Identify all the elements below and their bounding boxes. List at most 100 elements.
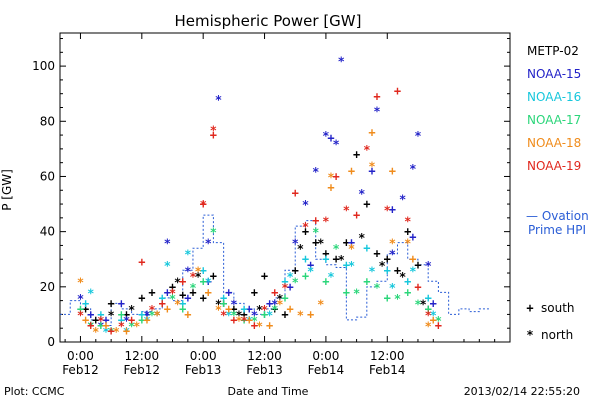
y-axis-label: P [GW] (0, 169, 14, 211)
noaa-16-north-point: * (225, 308, 232, 322)
noaa-18-south-point: + (143, 313, 150, 327)
metp-02-north-point: * (317, 237, 324, 251)
metp-02-south-point: + (343, 236, 350, 250)
noaa-15-north-point: * (143, 308, 150, 322)
noaa-15-north-point: * (333, 137, 340, 151)
noaa-18-north-point: * (389, 237, 396, 251)
noaa-16-south-point: + (281, 274, 288, 288)
noaa-17-north-point: * (353, 286, 360, 300)
x-tick-time-label: 0:00 (67, 349, 94, 363)
metp-02-south-point: + (230, 302, 237, 316)
noaa-17-south-point: + (240, 313, 247, 327)
noaa-19-north-point: * (425, 308, 432, 322)
metp-02-south-point: + (425, 302, 432, 316)
noaa-18-south-point: + (327, 181, 334, 195)
noaa-17-north-point: * (292, 275, 299, 289)
x-tick-time-label: 12:00 (125, 349, 160, 363)
noaa-17-south-point: + (384, 291, 391, 305)
noaa-15-north-point: * (425, 259, 432, 273)
metp-02-south-point: + (82, 302, 89, 316)
noaa-18-south-point: + (266, 318, 273, 332)
noaa-15-north-point: * (215, 93, 222, 107)
noaa-15-south-point: + (409, 230, 416, 244)
ovation-hpi-line (60, 214, 490, 326)
noaa-16-south-point: + (82, 296, 89, 310)
legend-noaa-18: NOAA-18 (527, 136, 581, 150)
noaa-18-south-point: + (184, 307, 191, 321)
metp-02-south-point: + (333, 252, 340, 266)
noaa-19-south-point: + (333, 169, 340, 183)
x-axis-label: Date and Time (228, 385, 309, 398)
legend-noaa-17: NOAA-17 (527, 113, 581, 127)
noaa-18-south-point: + (164, 302, 171, 316)
noaa-16-north-point: * (368, 264, 375, 278)
metp-02-north-point: * (215, 297, 222, 311)
noaa-18-north-point: * (174, 297, 181, 311)
noaa-15-north-point: * (164, 237, 171, 251)
metp-02-north-point: * (297, 242, 304, 256)
noaa-18-north-point: * (215, 303, 222, 317)
plot-frame (59, 32, 511, 343)
noaa-17-south-point: + (118, 307, 125, 321)
noaa-17-south-point: + (302, 269, 309, 283)
noaa-17-south-point: + (159, 296, 166, 310)
noaa-15-north-point: * (358, 187, 365, 201)
noaa-16-south-point: + (240, 302, 247, 316)
metp-02-south-point: + (138, 291, 145, 305)
noaa-18-north-point: * (113, 325, 120, 339)
noaa-18-north-point: * (327, 170, 334, 184)
noaa-16-south-point: + (200, 263, 207, 277)
noaa-18-south-point: + (205, 285, 212, 299)
noaa-18-south-point: + (246, 313, 253, 327)
noaa-15-north-point: * (271, 297, 278, 311)
noaa-15-north-point: * (322, 129, 329, 143)
metp-02-south-point: + (159, 296, 166, 310)
y-tick-label: 40 (40, 225, 55, 239)
noaa-15-north-point: * (414, 129, 421, 143)
noaa-17-north-point: * (333, 242, 340, 256)
metp-02-south-point: + (363, 197, 370, 211)
noaa-15-south-point: + (389, 203, 396, 217)
metp-02-north-point: * (419, 297, 426, 311)
noaa-17-north-point: * (148, 308, 155, 322)
noaa-15-north-point: * (123, 314, 130, 328)
x-tick-date-label: Feb14 (369, 363, 406, 377)
metp-02-north-point: * (256, 303, 263, 317)
noaa-15-south-point: + (118, 296, 125, 310)
metp-02-south-point: + (108, 296, 115, 310)
metp-02-south-point: + (251, 285, 258, 299)
x-tick-time-label: 12:00 (370, 349, 405, 363)
metp-02-south-point: + (271, 302, 278, 316)
noaa-19-north-point: * (240, 314, 247, 328)
noaa-15-south-point: + (266, 296, 273, 310)
noaa-19-south-point: + (87, 318, 94, 332)
noaa-18-north-point: * (133, 319, 140, 333)
noaa-15-south-point: + (246, 302, 253, 316)
noaa-15-south-point: + (307, 258, 314, 272)
noaa-16-south-point: + (159, 291, 166, 305)
noaa-19-north-point: * (169, 286, 176, 300)
noaa-19-north-point: * (77, 308, 84, 322)
noaa-19-south-point: + (435, 318, 442, 332)
noaa-19-north-point: * (210, 124, 217, 138)
noaa-19-south-point: + (128, 313, 135, 327)
noaa-16-south-point: + (118, 313, 125, 327)
metp-02-north-point: * (276, 292, 283, 306)
metp-02-south-point: + (394, 263, 401, 277)
metp-02-north-point: * (194, 270, 201, 284)
x-tick-date-label: Feb14 (308, 363, 345, 377)
ovation-legend: — Ovation Prime HPI (526, 209, 589, 237)
noaa-16-south-point: + (384, 263, 391, 277)
x-tick-time-label: 0:00 (190, 349, 217, 363)
noaa-16-north-point: * (389, 281, 396, 295)
metp-02-south-point: + (169, 280, 176, 294)
noaa-16-north-point: * (143, 314, 150, 328)
noaa-18-north-point: * (368, 159, 375, 173)
noaa-17-north-point: * (87, 319, 94, 333)
noaa-16-north-point: * (430, 308, 437, 322)
noaa-19-south-point: + (353, 208, 360, 222)
noaa-19-south-point: + (251, 318, 258, 332)
noaa-18-north-point: * (92, 325, 99, 339)
